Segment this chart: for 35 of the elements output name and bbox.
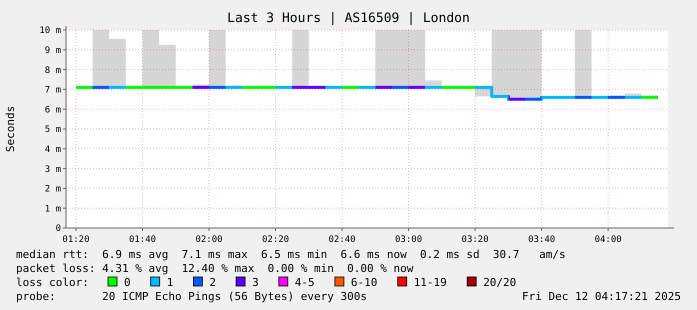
legend-label: 0 — [124, 276, 131, 289]
x-tick-label: 03:40 — [528, 235, 556, 245]
legend-label: 1 — [166, 276, 174, 289]
y-tick-label: 1 m — [44, 204, 61, 214]
legend-label: 11-19 — [414, 276, 447, 289]
y-tick-label: 4 m — [44, 144, 61, 155]
y-axis-title: Seconds — [4, 106, 17, 152]
y-tick-label: 7 m — [44, 86, 61, 96]
x-tick-label: 03:20 — [462, 235, 489, 245]
y-tick-label: 2 m — [44, 184, 61, 195]
x-tick-label: 03:00 — [395, 235, 422, 245]
y-tick-label: 9 m — [44, 46, 61, 56]
legend-label: 3 — [252, 276, 259, 289]
text: packet loss: 4.31 % avg 12.40 % max 0.00 % min 0.00 % now — [16, 262, 414, 275]
legend-label: 4-5 — [294, 276, 315, 289]
x-tick-label: 02:40 — [328, 235, 356, 245]
x-tick-label: 04:00 — [594, 235, 622, 245]
text: Fri Dec 12 04:17:21 2025 — [522, 290, 681, 303]
y-tick-label: 8 m — [44, 66, 61, 76]
text: median rtt: 6.9 ms avg 7.1 ms max 6.5 ms min 6.6 ms now 0.2 ms sd 30.7 am/s — [16, 248, 566, 261]
y-tick-label: 6 m — [44, 105, 61, 116]
y-tick-label: 5 m — [44, 125, 61, 136]
y-tick-label: 3 m — [44, 164, 61, 175]
y-tick-label: 0 — [56, 224, 61, 234]
legend-title: loss color: — [16, 276, 89, 289]
y-tick-label: 10 m — [39, 26, 61, 36]
x-tick-label: 01:20 — [62, 235, 90, 245]
legend-label: 6-10 — [350, 276, 378, 289]
legend-label: 2 — [209, 276, 216, 289]
x-tick-label: 01:40 — [128, 235, 156, 245]
chart-title: Last 3 Hours | AS16509 | London — [227, 11, 470, 26]
x-tick-label: 02:20 — [262, 235, 290, 245]
text: probe: 20 ICMP Echo Pings (56 Bytes) every 300s — [16, 290, 367, 303]
legend-label: 20/20 — [483, 276, 516, 289]
x-tick-label: 02:00 — [195, 235, 223, 245]
